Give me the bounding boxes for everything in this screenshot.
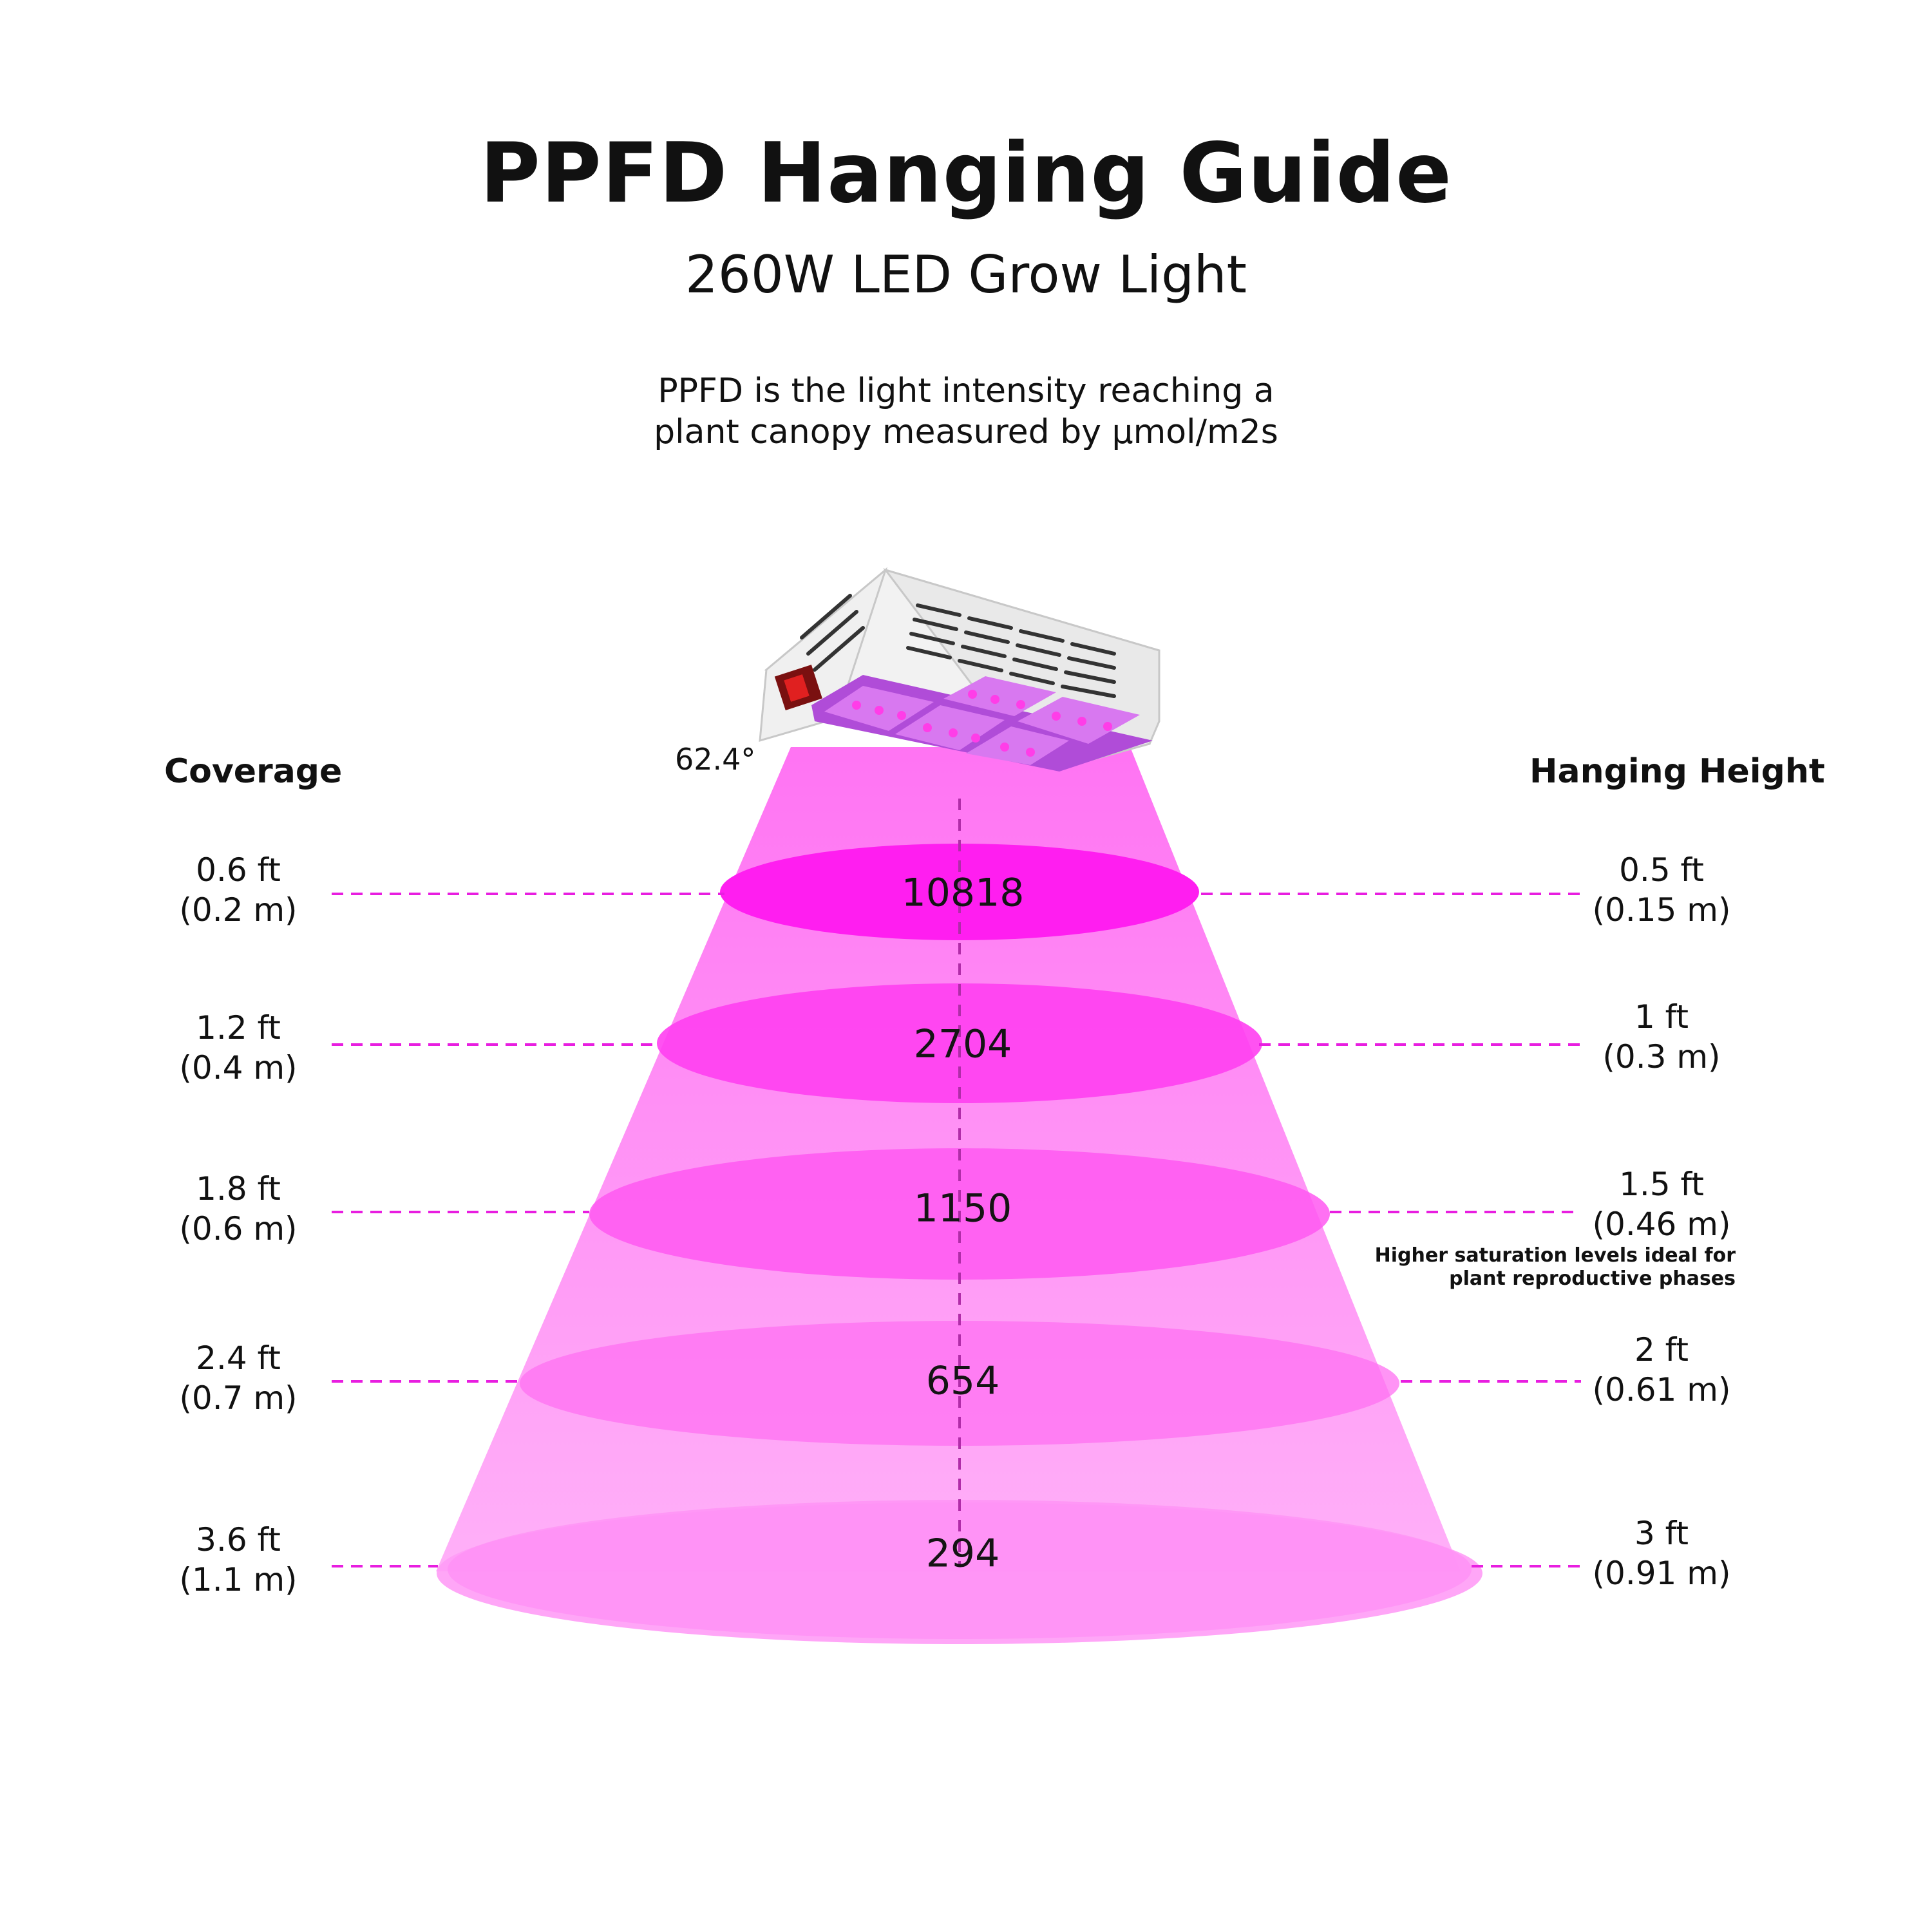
coverage-label-3: 1.8 ft (0.6 m) bbox=[122, 1169, 354, 1249]
ppfd-value-3: 1150 bbox=[914, 1186, 1012, 1231]
coverage-ft: 2.4 ft bbox=[196, 1340, 281, 1377]
intensity-ellipse-5 bbox=[448, 1500, 1472, 1639]
note-line-2: plant reproductive phases bbox=[1449, 1267, 1736, 1290]
height-ft: 3 ft bbox=[1634, 1515, 1689, 1552]
ppfd-description: PPFD is the light intensity reaching a p… bbox=[0, 370, 1932, 453]
led-module-2 bbox=[895, 705, 1005, 750]
coverage-m: (0.4 m) bbox=[179, 1049, 298, 1086]
ppfd-value-2: 2704 bbox=[914, 1022, 1012, 1067]
coverage-label-2: 1.2 ft (0.4 m) bbox=[122, 1008, 354, 1088]
guide-lines bbox=[332, 893, 1581, 1567]
beam-angle-label: 62.4° bbox=[675, 742, 756, 777]
coverage-ft: 1.8 ft bbox=[196, 1170, 281, 1208]
led-module-3 bbox=[943, 676, 1056, 716]
height-m: (0.3 m) bbox=[1602, 1038, 1721, 1075]
page-title: PPFD Hanging Guide bbox=[480, 126, 1452, 222]
ppfd-value-1: 10818 bbox=[902, 871, 1025, 916]
led-diodes bbox=[852, 690, 1112, 757]
height-m: (0.61 m) bbox=[1592, 1371, 1731, 1408]
coverage-label-5: 3.6 ft (1.1 m) bbox=[122, 1520, 354, 1600]
coverage-m: (1.1 m) bbox=[179, 1561, 298, 1598]
coverage-m: (0.7 m) bbox=[179, 1379, 298, 1417]
coverage-label-4: 2.4 ft (0.7 m) bbox=[122, 1338, 354, 1418]
coverage-header: Coverage bbox=[164, 752, 343, 791]
led-module-5 bbox=[966, 726, 1069, 765]
height-ft: 2 ft bbox=[1634, 1331, 1689, 1368]
coverage-m: (0.2 m) bbox=[179, 891, 298, 929]
coverage-ft: 3.6 ft bbox=[196, 1521, 281, 1558]
height-ft: 1 ft bbox=[1634, 998, 1689, 1036]
height-label-1: 0.5 ft (0.15 m) bbox=[1546, 850, 1777, 930]
coverage-ft: 0.6 ft bbox=[196, 851, 281, 889]
height-m: (0.15 m) bbox=[1592, 891, 1731, 929]
coverage-m: (0.6 m) bbox=[179, 1210, 298, 1247]
led-grow-light-fixture bbox=[759, 567, 1160, 772]
height-label-5: 3 ft (0.91 m) bbox=[1546, 1513, 1777, 1593]
page-subtitle: 260W LED Grow Light bbox=[685, 245, 1247, 305]
height-label-3: 1.5 ft (0.46 m) bbox=[1546, 1164, 1777, 1244]
saturation-note: Higher saturation levels ideal for plant… bbox=[1349, 1244, 1736, 1291]
ppfd-value-4: 654 bbox=[926, 1359, 1000, 1404]
coverage-label-1: 0.6 ft (0.2 m) bbox=[122, 850, 354, 930]
hanging-height-header: Hanging Height bbox=[1530, 752, 1825, 791]
height-m: (0.46 m) bbox=[1592, 1206, 1731, 1243]
height-m: (0.91 m) bbox=[1592, 1555, 1731, 1592]
intensity-ellipse-2 bbox=[657, 983, 1262, 1103]
description-line-2: plant canopy measured by µmol/m2s bbox=[654, 413, 1278, 451]
height-label-4: 2 ft (0.61 m) bbox=[1546, 1330, 1777, 1410]
description-line-1: PPFD is the light intensity reaching a bbox=[658, 372, 1274, 410]
height-ft: 1.5 ft bbox=[1619, 1166, 1704, 1203]
height-label-2: 1 ft (0.3 m) bbox=[1546, 997, 1777, 1077]
coverage-ft: 1.2 ft bbox=[196, 1009, 281, 1046]
fixture-vents bbox=[800, 594, 1116, 698]
note-line-1: Higher saturation levels ideal for bbox=[1374, 1244, 1736, 1267]
height-ft: 0.5 ft bbox=[1619, 851, 1704, 889]
ppfd-value-5: 294 bbox=[926, 1531, 1000, 1577]
